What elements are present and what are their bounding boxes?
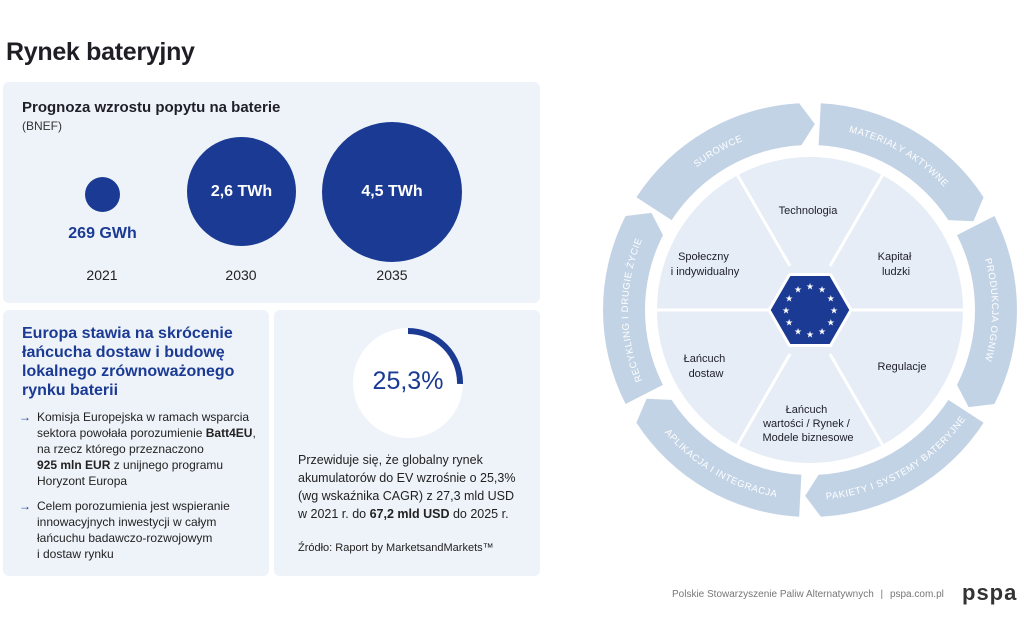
pspa-logo: pspa — [962, 580, 1018, 605]
eu-star-icon: ★ — [794, 285, 802, 295]
segment-lancuch-dostaw: Łańcuch dostaw — [684, 353, 729, 380]
funding-amount: 925 mln EUR — [37, 458, 111, 472]
footer-org: Polskie Stowarzyszenie Paliw Alternatywn… — [672, 589, 874, 600]
eu-stars: ★ ★★★★★★★★★★★ — [782, 282, 838, 340]
stat-line: akumulatorów do EV wzrośnie o 25,3% — [298, 471, 516, 485]
eu-star-icon: ★ — [827, 318, 835, 328]
bullet-batt4eu: → Komisja Europejska w ramach wsparcia s… — [19, 409, 262, 489]
year-2021: 2021 — [86, 267, 118, 283]
stat-text-part: do 2025 r. — [449, 507, 509, 521]
segment-line: Społeczny — [678, 251, 729, 263]
europe-heading-line: Europa stawia na skrócenie — [22, 325, 233, 342]
eu-hexagon — [767, 273, 853, 347]
gauge-arc — [407, 328, 463, 385]
eu-star-icon: ★ — [827, 294, 835, 304]
segment-lancuch-wartosci: Łańcuch wartości / Rynek / Modele biznes… — [762, 404, 854, 444]
year-2035: 2035 — [376, 267, 408, 283]
stat-text-part: w 2021 r. do — [298, 507, 370, 521]
eu-star-icon: ★ — [818, 326, 826, 336]
segment-line: wartości / Rynek / — [762, 418, 851, 430]
segment-line: Kapitał — [878, 251, 912, 263]
bullet-goal: → Celem porozumienia jest wspieranie inn… — [19, 498, 262, 562]
divider-line — [732, 168, 792, 267]
bullet-line: 925 mln EUR z unijnego programu — [37, 457, 262, 473]
inner-dividers — [657, 168, 963, 452]
year-2030: 2030 — [225, 267, 257, 283]
eu-star-icon: ★ — [830, 306, 838, 316]
stat-source: Źródło: Raport by MarketsandMarkets™ — [298, 542, 494, 554]
bullet-line: i dostaw rynku — [37, 547, 114, 561]
batt4eu-label: Batt4EU — [205, 426, 253, 440]
eu-star-icon: ★ — [818, 285, 826, 295]
stat-line: Przewiduje się, że globalny rynek — [298, 453, 483, 467]
bullet-line: sektora powołała porozumienie Batt4EU, — [37, 425, 262, 441]
divider-line — [828, 353, 888, 452]
ring-segment — [603, 212, 663, 404]
bullet-line: innowacyjnych inwestycji w całym — [37, 515, 217, 529]
ring-segment — [818, 103, 984, 222]
eu-star-icon: ★ — [794, 326, 802, 336]
cagr-value: 25,3% — [372, 367, 444, 395]
ring-segment — [636, 103, 815, 221]
bullet-line: Komisja Europejska w ramach wsparcia — [37, 410, 250, 424]
footer-separator: | — [880, 589, 884, 600]
page-title: Rynek bateryjny — [6, 38, 195, 66]
arrow-right-icon: → — [19, 499, 31, 513]
divider-line — [732, 353, 792, 452]
arrow-right-icon: → — [19, 410, 31, 424]
europe-panel — [3, 310, 269, 576]
bullet-line: na rzecz którego przeznaczono — [37, 442, 204, 456]
bullet-text: sektora powołała porozumienie — [37, 426, 206, 440]
bubble-2030: 2,6 TWh — [187, 137, 296, 246]
ring-segment — [957, 216, 1017, 408]
europe-heading: Europa stawia na skrócenie łańcucha dost… — [22, 324, 234, 400]
bullet-text: , — [252, 426, 256, 440]
segment-regulacje: Regulacje — [878, 361, 927, 373]
ring-segment — [636, 398, 802, 517]
market-value-2025: 67,2 mld USD — [369, 507, 450, 521]
eu-star-icon: ★ — [785, 318, 793, 328]
bullet-text: z unijnego programu — [110, 458, 224, 472]
segment-line: i indywidualny — [671, 266, 740, 278]
ring-segment — [805, 399, 984, 517]
stat-line: (wg wskaźnika CAGR) z 27,3 mld USD — [298, 489, 515, 503]
stat-line: w 2021 r. do 67,2 mld USD do 2025 r. — [298, 505, 538, 523]
bubble-2035: 4,5 TWh — [322, 122, 462, 262]
eu-star-icon: ★ — [806, 282, 814, 292]
footer-text: Polskie Stowarzyszenie Paliw Alternatywn… — [672, 589, 944, 600]
eu-star-icon: ★ — [806, 330, 814, 340]
bubble-2021-value: 269 GWh — [68, 225, 137, 242]
segment-line: ludzki — [882, 266, 910, 278]
segment-kapital-ludzki: Kapitał ludzki — [878, 251, 915, 278]
segment-line: Modele biznesowe — [762, 432, 853, 444]
footer-url[interactable]: pspa.com.pl — [889, 589, 944, 600]
eu-star-icon: ★ — [785, 294, 793, 304]
segment-line: Łańcuch — [786, 404, 828, 416]
cagr-gauge — [353, 328, 463, 438]
bullet-line: Horyzont Europa — [37, 474, 128, 488]
europe-heading-line: łańcucha dostaw i budowę — [22, 344, 225, 361]
segment-line: dostaw — [689, 368, 724, 380]
divider-line — [828, 168, 888, 267]
europe-heading-line: lokalnego zrównoważonego — [22, 363, 235, 380]
europe-heading-line: rynku baterii — [22, 382, 119, 399]
bullet-line: łańcuchu badawczo-rozwojowym — [37, 531, 213, 545]
segment-technologia: Technologia — [779, 205, 839, 217]
segment-spoleczny: Społeczny i indywidualny — [671, 251, 740, 278]
stat-text: Przewiduje się, że globalny rynek akumul… — [298, 451, 538, 523]
eu-star-icon: ★ — [782, 306, 790, 316]
forecast-title: Prognoza wzrostu popytu na baterie — [22, 99, 281, 116]
bubble-2021 — [85, 177, 120, 212]
bullet-line: Celem porozumienia jest wspieranie — [37, 499, 230, 513]
forecast-source: (BNEF) — [22, 119, 62, 133]
segment-line: Łańcuch — [684, 353, 726, 365]
